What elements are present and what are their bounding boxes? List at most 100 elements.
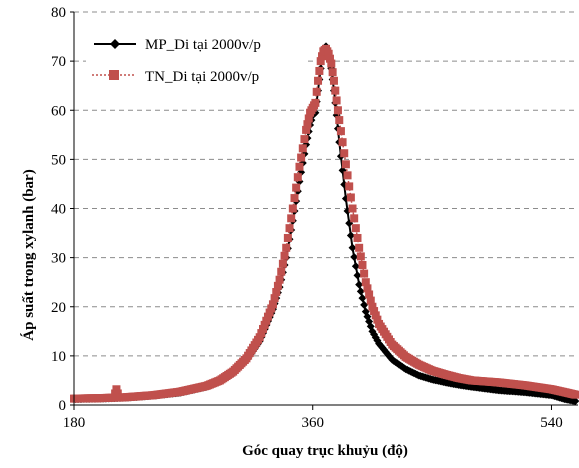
- data-point: [293, 173, 302, 182]
- data-point: [350, 253, 359, 262]
- data-point: [263, 312, 272, 321]
- data-point: [361, 278, 370, 287]
- data-point: [350, 214, 359, 223]
- data-point: [282, 243, 291, 252]
- series-0: [70, 42, 579, 406]
- data-point: [331, 86, 340, 95]
- data-point: [360, 300, 369, 309]
- data-point: [353, 233, 362, 242]
- data-point: [351, 224, 360, 233]
- data-point: [335, 116, 344, 125]
- data-point: [292, 183, 301, 192]
- data-point: [318, 52, 327, 61]
- legend-square-marker: [109, 70, 119, 80]
- series-layer: [70, 42, 579, 406]
- y-tick-label: 70: [51, 54, 66, 70]
- data-point: [260, 320, 269, 329]
- data-point: [297, 153, 306, 162]
- data-point: [265, 308, 274, 317]
- data-point: [358, 294, 367, 303]
- legend-entry-1: TN_Di tại 2000v/p: [92, 69, 259, 85]
- y-tick-label: 0: [59, 398, 67, 414]
- data-point: [346, 193, 355, 202]
- data-point: [348, 243, 357, 252]
- tick-labels: 0 10 20 30 40 50 60 70 80 180 360 540: [51, 5, 563, 431]
- data-point: [365, 290, 374, 299]
- data-point: [259, 324, 267, 333]
- data-point: [273, 281, 282, 290]
- data-point: [338, 138, 347, 147]
- y-tick-label: 60: [51, 103, 66, 119]
- legend: MP_Di tại 2000v/p TN_Di tại 2000v/p: [86, 30, 308, 96]
- data-point: [262, 316, 271, 325]
- x-tick-label: 360: [301, 415, 324, 431]
- data-point: [277, 267, 286, 276]
- data-point: [351, 262, 360, 271]
- data-point: [353, 271, 362, 280]
- data-point: [324, 49, 333, 58]
- data-point: [303, 120, 312, 129]
- data-point: [343, 171, 352, 180]
- data-point: [109, 393, 118, 402]
- legend-diamond-marker: [110, 39, 120, 49]
- data-point: [272, 288, 281, 297]
- data-point: [302, 125, 311, 134]
- data-point: [370, 307, 379, 316]
- x-axis-label: Góc quay trục khuỷu (độ): [242, 443, 408, 459]
- data-point: [314, 76, 323, 85]
- data-point: [373, 315, 382, 324]
- data-point: [311, 98, 320, 107]
- data-point: [300, 135, 309, 144]
- data-point: [327, 59, 336, 68]
- data-point: [345, 182, 354, 191]
- data-point: [280, 251, 289, 260]
- x-tick-label: 180: [63, 415, 86, 431]
- series-line-1: [73, 47, 576, 400]
- data-point: [356, 287, 365, 296]
- data-point: [329, 76, 338, 85]
- data-point: [285, 224, 294, 233]
- y-tick-label: 80: [51, 5, 66, 21]
- data-point: [325, 54, 334, 63]
- data-point: [348, 204, 357, 213]
- data-point: [257, 329, 266, 338]
- data-point: [368, 302, 377, 311]
- data-point: [356, 252, 365, 261]
- y-tick-label: 40: [51, 202, 66, 218]
- data-point: [340, 149, 349, 158]
- data-point: [366, 296, 375, 305]
- data-point: [358, 260, 367, 269]
- data-point: [270, 294, 279, 303]
- data-point: [278, 259, 287, 268]
- data-point: [571, 390, 579, 399]
- data-point: [298, 144, 307, 153]
- data-point: [312, 87, 321, 96]
- data-point: [341, 160, 350, 169]
- data-point: [112, 385, 121, 394]
- data-point: [315, 66, 324, 75]
- data-point: [113, 389, 122, 398]
- x-tick-label: 540: [540, 415, 563, 431]
- data-point: [360, 269, 369, 278]
- data-point: [346, 231, 355, 240]
- data-point: [355, 243, 364, 252]
- data-point: [363, 284, 372, 293]
- data-point: [304, 114, 313, 123]
- y-tick-label: 10: [51, 349, 66, 365]
- legend-label-1: TN_Di tại 2000v/p: [145, 69, 259, 85]
- data-point: [355, 280, 364, 289]
- data-point: [288, 204, 297, 213]
- data-point: [287, 214, 296, 223]
- y-axis-label: Áp suất trong xylanh (bar): [20, 169, 37, 340]
- data-point: [283, 233, 292, 242]
- series-1: [70, 44, 579, 403]
- data-point: [316, 57, 325, 66]
- data-point: [255, 333, 264, 342]
- y-tick-label: 20: [51, 300, 66, 316]
- data-point: [571, 397, 579, 406]
- data-point: [290, 194, 299, 203]
- series-line-0: [73, 44, 576, 403]
- data-point: [267, 304, 276, 313]
